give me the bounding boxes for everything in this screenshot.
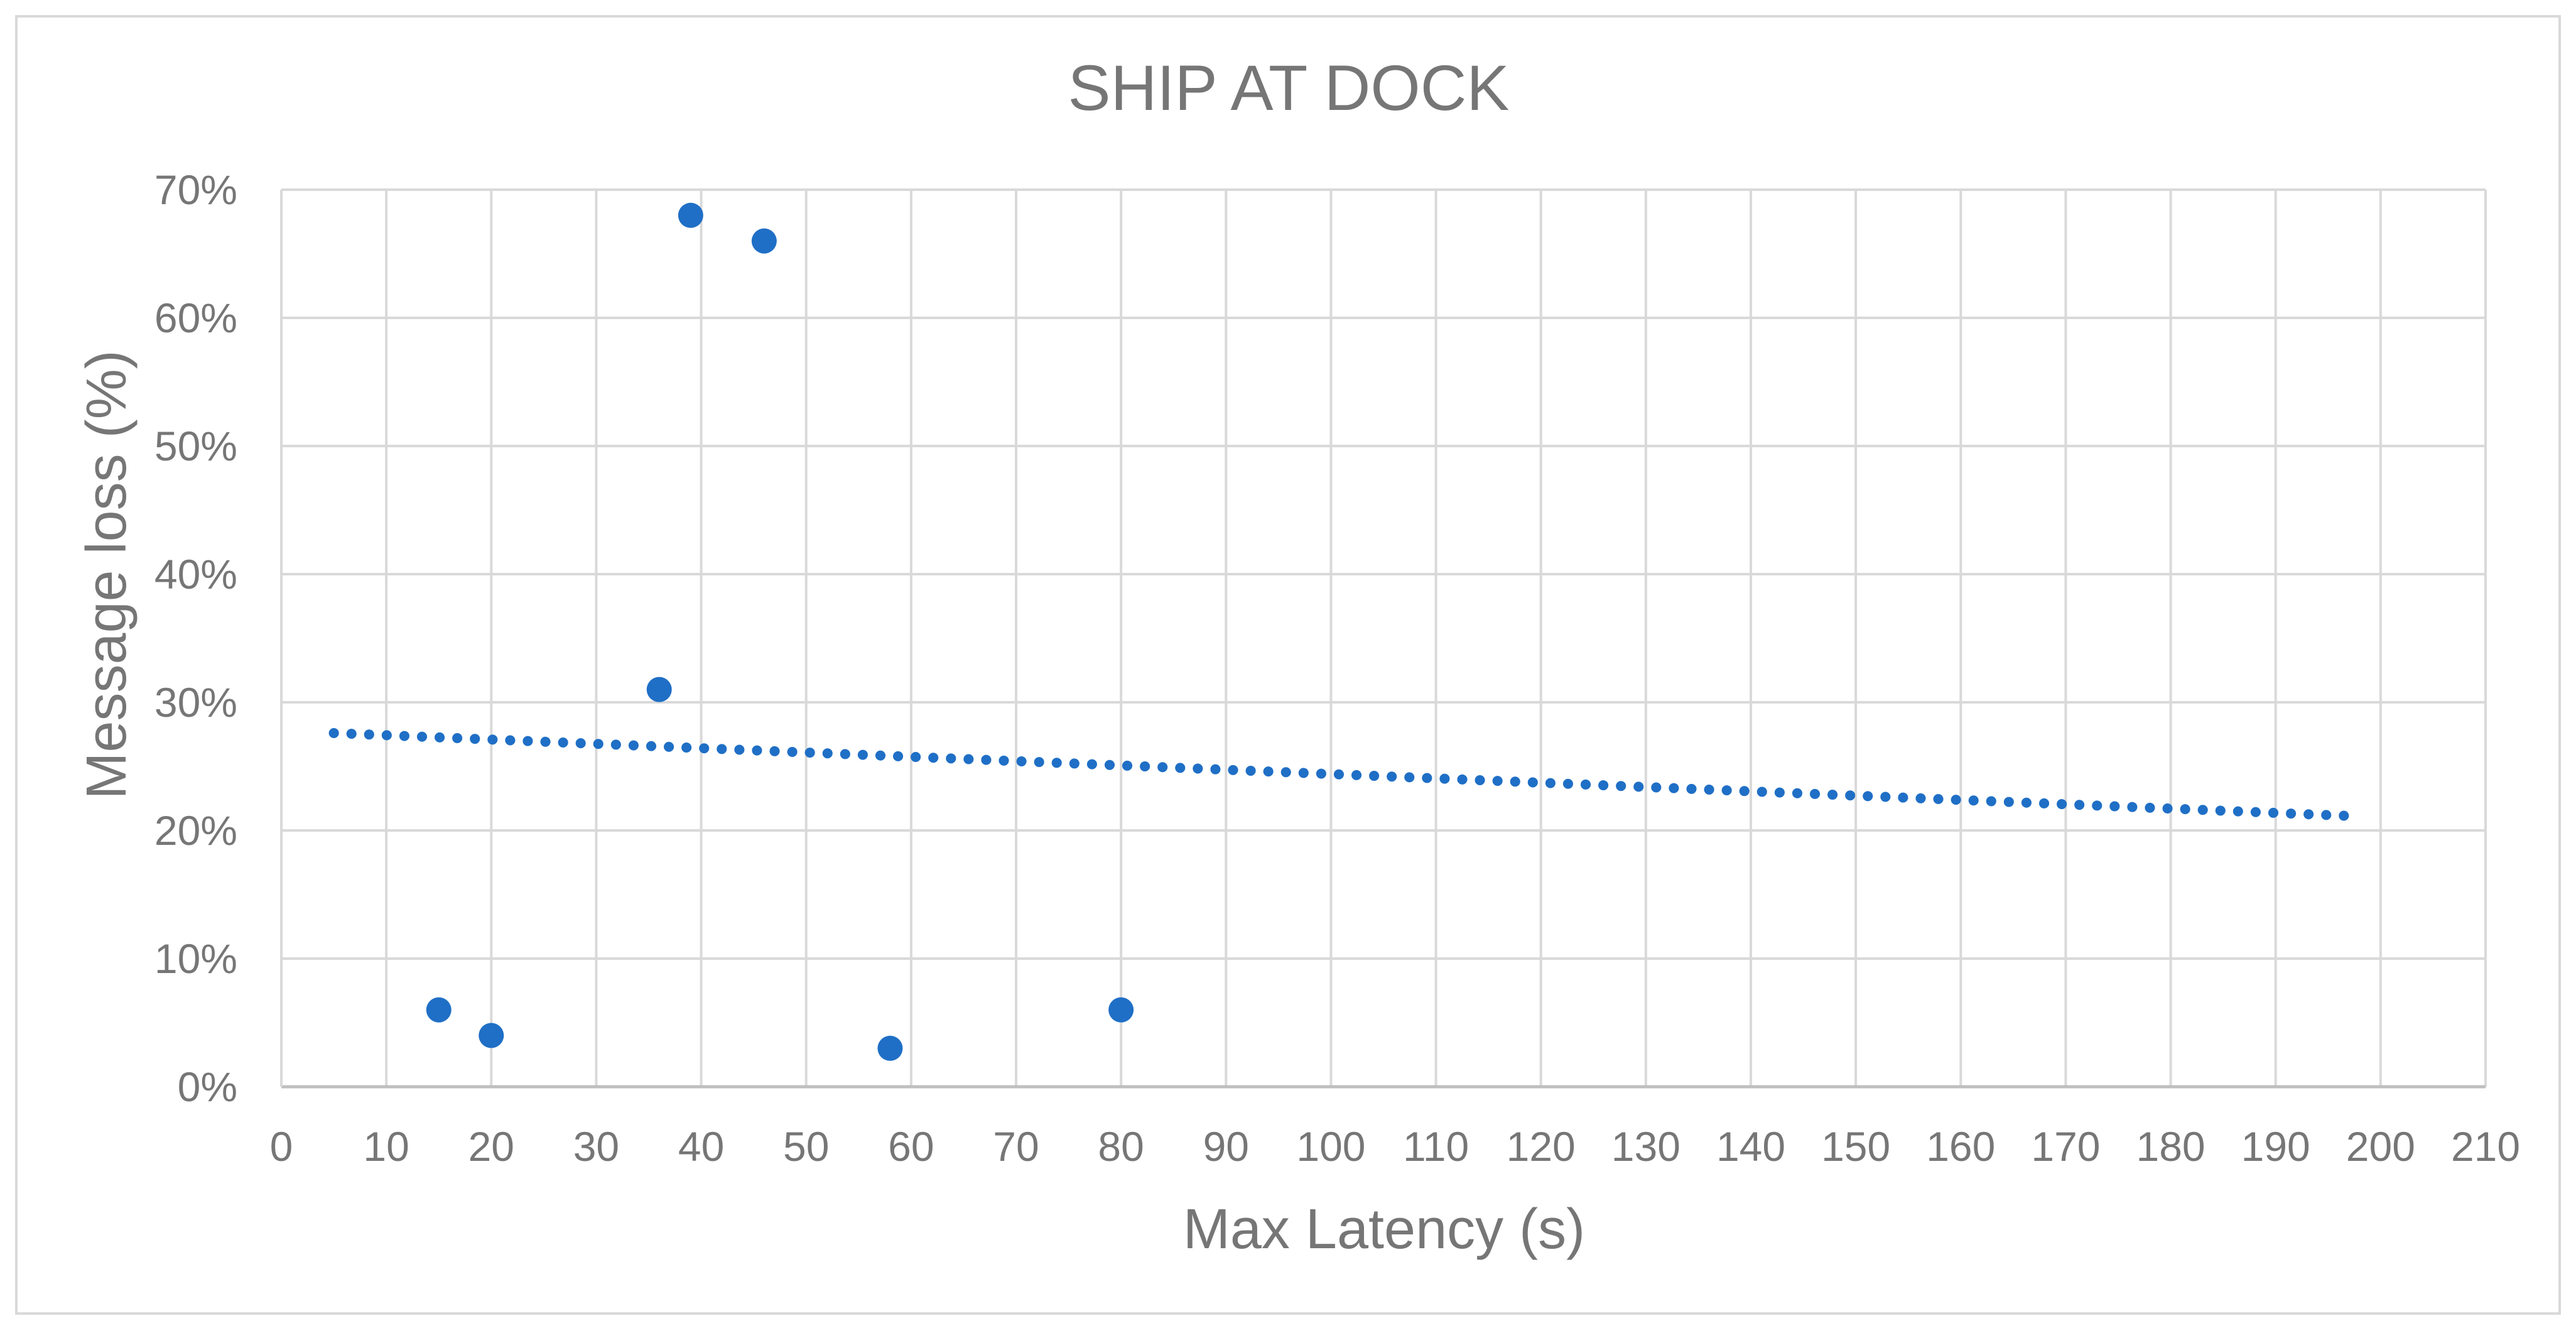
data-point xyxy=(1108,997,1134,1023)
y-axis-title: Message loss (%) xyxy=(75,350,138,799)
y-tick-label: 40% xyxy=(154,551,237,597)
x-tick-label: 120 xyxy=(1507,1123,1576,1170)
x-tick-label: 20 xyxy=(468,1123,514,1170)
y-tick-label: 20% xyxy=(154,807,237,854)
axes xyxy=(280,190,2486,1089)
chart-border xyxy=(15,15,2561,1315)
x-tick-label: 150 xyxy=(1821,1123,1890,1170)
x-tick-label: 190 xyxy=(2241,1123,2310,1170)
y-tick-label: 50% xyxy=(154,423,237,469)
x-tick-label: 140 xyxy=(1716,1123,1785,1170)
x-tick-label: 0 xyxy=(270,1123,293,1170)
x-tick-label: 180 xyxy=(2136,1123,2205,1170)
x-tick-label: 50 xyxy=(783,1123,829,1170)
x-tick-label: 210 xyxy=(2451,1123,2520,1170)
x-tick-label: 40 xyxy=(678,1123,724,1170)
data-point xyxy=(678,202,703,228)
data-points xyxy=(426,202,1134,1061)
data-point xyxy=(426,997,452,1023)
x-tick-label: 80 xyxy=(1098,1123,1144,1170)
y-tick-label: 0% xyxy=(178,1064,237,1110)
x-tick-label: 130 xyxy=(1611,1123,1680,1170)
y-tick-label: 10% xyxy=(154,935,237,982)
y-tick-label: 30% xyxy=(154,679,237,726)
x-tick-label: 100 xyxy=(1296,1123,1365,1170)
data-point xyxy=(751,228,777,254)
y-tick-label: 70% xyxy=(154,166,237,213)
y-tick-label: 60% xyxy=(154,295,237,341)
x-tick-label: 70 xyxy=(993,1123,1039,1170)
x-tick-label: 170 xyxy=(2031,1123,2100,1170)
x-tick-label: 30 xyxy=(573,1123,619,1170)
data-point xyxy=(646,677,672,702)
x-tick-label: 60 xyxy=(888,1123,934,1170)
chart-title: SHIP AT DOCK xyxy=(1068,52,1510,124)
data-point xyxy=(479,1023,504,1048)
x-tick-label: 90 xyxy=(1203,1123,1249,1170)
x-tick-label: 110 xyxy=(1403,1123,1469,1170)
tick-labels: 0 10 20 30 40 50 60 70 80 90 100 110 120 130 140 150 160… xyxy=(154,166,2520,1170)
x-tick-label: 200 xyxy=(2346,1123,2415,1170)
trendline xyxy=(328,727,2365,822)
x-tick-label: 160 xyxy=(1926,1123,1995,1170)
x-tick-label: 10 xyxy=(363,1123,409,1170)
trendline-dotted xyxy=(328,727,2365,822)
x-axis-title: Max Latency (s) xyxy=(1183,1198,1585,1261)
data-point xyxy=(877,1035,903,1061)
